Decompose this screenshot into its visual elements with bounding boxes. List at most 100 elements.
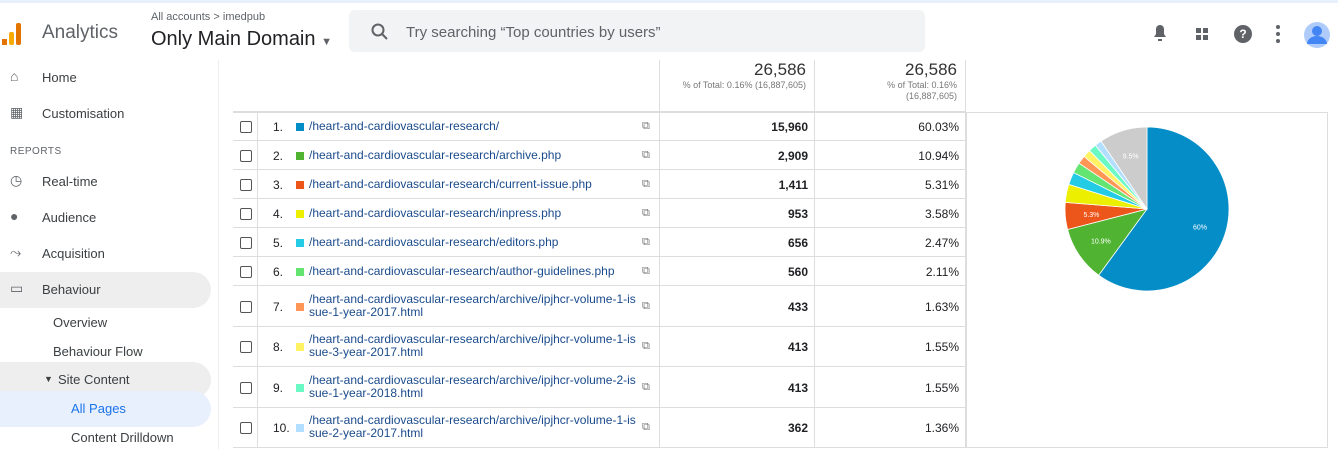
page-cell: 7. /heart-and-cardiovascular-research/arc… xyxy=(258,286,660,327)
slice-label: 9.5% xyxy=(1123,154,1139,161)
legend-swatch xyxy=(296,383,304,392)
pageviews: 433 xyxy=(787,299,808,314)
nav-item[interactable]: Behaviour Flow xyxy=(53,344,143,359)
total-value: 26,586 xyxy=(905,60,957,79)
pageviews-cell: 362 xyxy=(660,408,815,448)
open-link-icon[interactable]: ⧉ xyxy=(642,119,650,132)
open-link-icon[interactable]: ⧉ xyxy=(642,421,650,433)
pageviews: 1,411 xyxy=(778,177,808,192)
search-box[interactable]: Try searching “Top countries by users” xyxy=(349,10,925,52)
checkbox[interactable] xyxy=(240,341,252,353)
percent-cell: 2.47% xyxy=(815,228,966,257)
page-link[interactable]: /heart-and-cardiovascular-research/ xyxy=(309,118,500,133)
page-cell: 4. /heart-and-cardiovascular-research/inp… xyxy=(258,199,660,228)
pageviews-cell: 15,960 xyxy=(660,112,815,141)
page-link[interactable]: /heart-and-cardiovascular-research/archi… xyxy=(309,291,636,319)
percent: 5.31% xyxy=(924,177,959,192)
pageviews-cell: 656 xyxy=(660,228,815,257)
account[interactable]: All accounts xyxy=(151,11,211,23)
open-link-icon[interactable]: ⧉ xyxy=(642,380,650,393)
percent-cell: 60.03% xyxy=(815,112,966,141)
percent-cell: 1.55% xyxy=(815,327,966,367)
nav-item[interactable]: Acquisition xyxy=(42,246,105,261)
caret: ▼ xyxy=(44,374,53,384)
pageviews: 413 xyxy=(787,380,808,395)
pageviews: 362 xyxy=(787,421,808,435)
nav-item[interactable]: Audience xyxy=(42,210,97,225)
percent: 1.55% xyxy=(924,380,959,395)
search-icon xyxy=(371,23,388,40)
pageviews-cell: 413 xyxy=(660,327,815,367)
checkbox-cell xyxy=(233,199,258,228)
open-link-icon[interactable]: ⧉ xyxy=(642,206,650,219)
total-cell: 26,586% of Total: 0.16% (16,887,605) xyxy=(660,60,815,112)
checkbox[interactable] xyxy=(240,422,252,434)
percent-cell: 10.94% xyxy=(815,141,966,170)
nav-item[interactable]: Customisation xyxy=(42,106,125,121)
row-index: 10. xyxy=(273,421,290,435)
nav-highlight xyxy=(0,391,211,427)
page-link[interactable]: /heart-and-cardiovascular-research/inpre… xyxy=(309,205,562,220)
total-cell: 26,586% of Total: 0.16% (16,887,605) xyxy=(815,60,966,112)
open-link-icon[interactable]: ⧉ xyxy=(642,235,650,248)
toolbar-icons[interactable]: ? xyxy=(1150,21,1338,51)
percent: 1.55% xyxy=(924,340,959,354)
checkbox-cell xyxy=(233,112,258,141)
legend-swatch xyxy=(296,343,304,351)
checkbox[interactable] xyxy=(240,178,252,191)
row-index: 7. xyxy=(273,299,284,314)
page-link[interactable]: /heart-and-cardiovascular-research/archi… xyxy=(309,372,636,400)
checkbox[interactable] xyxy=(240,381,252,394)
page-link[interactable]: /heart-and-cardiovascular-research/curre… xyxy=(309,176,592,191)
checkbox[interactable] xyxy=(240,265,252,278)
checkbox[interactable] xyxy=(240,149,252,162)
nav-icon: ▭ xyxy=(10,280,24,296)
nav-item[interactable]: Real-time xyxy=(42,174,98,189)
slice-label: 10.9% xyxy=(1091,238,1111,245)
pageviews-cell: 560 xyxy=(660,257,815,286)
percent-cell: 1.36% xyxy=(815,408,966,448)
nav-item[interactable]: Behaviour xyxy=(42,282,101,297)
percent: 2.11% xyxy=(925,264,959,279)
breadcrumb[interactable]: All accounts > imedpub xyxy=(151,11,265,23)
nav-item[interactable]: Content Drilldown xyxy=(71,430,174,445)
nav-item[interactable]: Home xyxy=(42,70,77,85)
percent-cell: 3.58% xyxy=(815,199,966,228)
open-link-icon[interactable]: ⧉ xyxy=(642,299,650,312)
checkbox[interactable] xyxy=(240,236,252,249)
checkbox-cell xyxy=(233,228,258,257)
property-selector[interactable]: Only Main Domain ▼ xyxy=(151,28,332,50)
checkbox[interactable] xyxy=(240,207,252,220)
percent-cell: 1.63% xyxy=(815,286,966,327)
pie-slice[interactable] xyxy=(1098,126,1230,292)
percent: 60.03% xyxy=(918,119,959,134)
open-link-icon[interactable]: ⧉ xyxy=(642,264,650,277)
open-link-icon[interactable]: ⧉ xyxy=(642,340,650,352)
nav-item[interactable]: All Pages xyxy=(71,401,126,416)
page-link[interactable]: /heart-and-cardiovascular-research/archi… xyxy=(309,147,562,162)
page-link[interactable]: /heart-and-cardiovascular-research/archi… xyxy=(309,332,636,359)
pageviews: 2,909 xyxy=(777,148,808,163)
slice-label: 5.3% xyxy=(1083,212,1099,219)
nav-icon: ▦ xyxy=(10,104,24,120)
top-bar: Analytics All accounts > imedpub Only Ma… xyxy=(0,0,1338,60)
page-link[interactable]: /heart-and-cardiovascular-research/archi… xyxy=(309,413,636,440)
pageviews-cell: 433 xyxy=(660,286,815,327)
row-index: 5. xyxy=(273,235,284,250)
nav-item[interactable]: Overview xyxy=(53,315,108,330)
checkbox[interactable] xyxy=(240,300,252,313)
page-link[interactable]: /heart-and-cardiovascular-research/edito… xyxy=(309,234,559,249)
svg-text:?: ? xyxy=(1239,27,1246,41)
row-index: 2. xyxy=(273,148,284,163)
property-group[interactable]: imedpub xyxy=(222,11,266,23)
open-link-icon[interactable]: ⧉ xyxy=(642,148,650,161)
pie-slice[interactable] xyxy=(1100,126,1148,211)
pageviews-cell: 2,909 xyxy=(660,141,815,170)
nav-item[interactable]: Site Content xyxy=(58,372,130,387)
page-link[interactable]: /heart-and-cardiovascular-research/autho… xyxy=(309,263,615,278)
checkbox-cell xyxy=(233,367,258,408)
row-index: 4. xyxy=(273,206,284,221)
open-link-icon[interactable]: ⧉ xyxy=(642,177,650,190)
checkbox[interactable] xyxy=(240,120,252,133)
